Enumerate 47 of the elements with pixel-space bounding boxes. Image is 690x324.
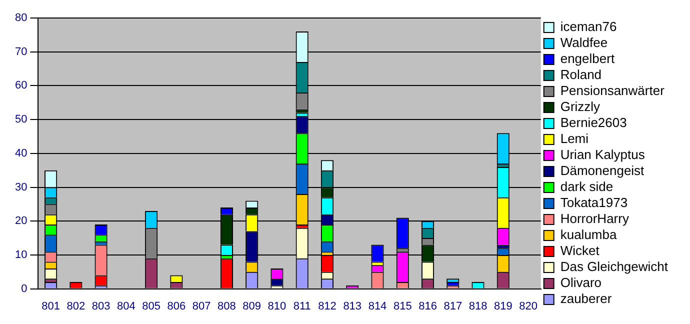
x-tick-label: 803 bbox=[92, 300, 110, 312]
x-tick-label: 820 bbox=[519, 300, 538, 312]
x-tick-label: 804 bbox=[117, 300, 136, 312]
x-tick-label: 816 bbox=[418, 300, 437, 312]
x-tick-label: 813 bbox=[343, 300, 362, 312]
y-tick-label: 50 bbox=[14, 114, 28, 126]
x-tick-label: 801 bbox=[42, 300, 60, 312]
x-tick-label: 805 bbox=[142, 300, 160, 312]
legend-label: Pensionsanwärter bbox=[560, 83, 666, 98]
x-tick-label: 802 bbox=[66, 300, 86, 312]
legend-label: engelbert bbox=[560, 51, 615, 66]
x-tick-label: 819 bbox=[494, 300, 512, 312]
legend-label: dark side bbox=[560, 179, 614, 194]
x-tick-label: 812 bbox=[318, 300, 336, 312]
legend-label: Urian Kalyptus bbox=[560, 147, 646, 162]
legend-label: Das Gleichgewicht bbox=[560, 259, 668, 274]
y-tick-label: 30 bbox=[14, 181, 28, 194]
x-tick-label: 806 bbox=[167, 300, 186, 312]
legend-label: HorrorHarry bbox=[560, 211, 630, 226]
x-tick-label: 810 bbox=[268, 300, 286, 312]
legend-label: Bernie2603 bbox=[560, 115, 627, 130]
y-tick-label: 60 bbox=[14, 80, 28, 92]
y-tick-label: 80 bbox=[14, 12, 28, 24]
legend-label: zauberer bbox=[560, 291, 612, 306]
legend-label: kualumba bbox=[560, 227, 618, 242]
x-tick-label: 808 bbox=[218, 300, 236, 312]
x-tick-label: 807 bbox=[192, 300, 211, 312]
legend-label: Olivaro bbox=[560, 275, 602, 290]
legend-label: iceman76 bbox=[560, 19, 617, 34]
x-tick-label: 815 bbox=[393, 300, 412, 312]
legend-label: Dämonengeist bbox=[560, 163, 645, 178]
x-tick-label: 809 bbox=[242, 300, 262, 312]
y-tick-label: 40 bbox=[14, 147, 28, 160]
legend-label: Roland bbox=[560, 67, 602, 82]
y-tick-label: 10 bbox=[14, 248, 28, 261]
legend-label: Wicket bbox=[560, 243, 600, 258]
y-tick-label: 0 bbox=[21, 282, 28, 295]
x-tick-label: 818 bbox=[468, 300, 488, 312]
y-tick-label: 20 bbox=[14, 215, 28, 228]
x-tick-label: 817 bbox=[444, 300, 462, 312]
legend-label: Waldfee bbox=[560, 35, 608, 50]
y-tick-label: 70 bbox=[14, 46, 28, 58]
x-tick-label: 811 bbox=[293, 300, 311, 312]
legend-label: Lemi bbox=[560, 131, 589, 146]
x-tick-label: 814 bbox=[368, 300, 387, 312]
legend-label: Tokata1973 bbox=[560, 195, 628, 210]
legend-label: Grizzly bbox=[560, 99, 601, 114]
